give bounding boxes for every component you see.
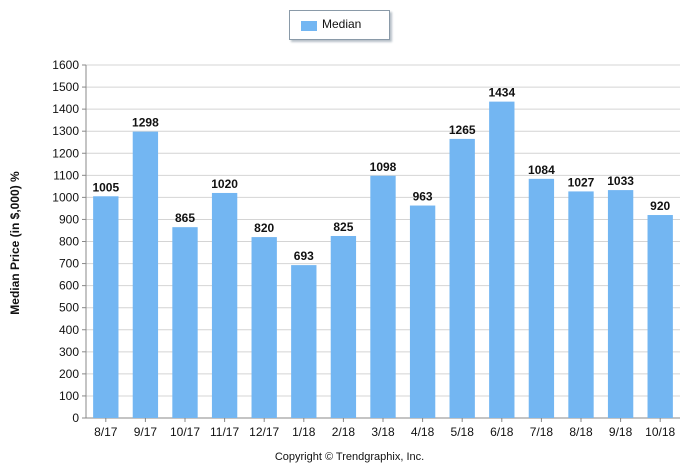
bar-8-17 xyxy=(93,196,119,418)
x-tick-label: 9/17 xyxy=(134,425,158,439)
y-tick-label: 1500 xyxy=(52,80,79,94)
bar-3-18 xyxy=(370,175,396,418)
y-tick-label: 1400 xyxy=(52,102,79,116)
x-tick-label: 2/18 xyxy=(332,425,356,439)
y-tick-label: 300 xyxy=(59,345,79,359)
bar-12-17 xyxy=(251,237,277,418)
data-label: 820 xyxy=(254,221,274,235)
bar-10-18 xyxy=(647,215,673,418)
bar-6-18 xyxy=(489,101,515,418)
y-tick-label: 600 xyxy=(59,279,79,293)
data-label: 963 xyxy=(413,190,433,204)
y-tick-label: 1600 xyxy=(52,58,79,72)
y-tick-label: 1000 xyxy=(52,190,79,204)
y-tick-label: 0 xyxy=(72,411,79,425)
data-label: 1033 xyxy=(607,174,634,188)
y-tick-label: 900 xyxy=(59,212,79,226)
x-tick-label: 8/18 xyxy=(569,425,593,439)
bar-9-17 xyxy=(132,131,159,418)
x-tick-label: 3/18 xyxy=(371,425,395,439)
y-tick-label: 800 xyxy=(59,235,79,249)
x-tick-label: 12/17 xyxy=(249,425,279,439)
data-label: 920 xyxy=(650,199,670,213)
x-tick-label: 5/18 xyxy=(451,425,475,439)
bar-7-18 xyxy=(528,178,555,418)
y-tick-label: 1200 xyxy=(52,146,79,160)
bar-4-18 xyxy=(409,205,436,418)
data-label: 1020 xyxy=(211,177,238,191)
data-label: 1265 xyxy=(449,123,476,137)
bar-2-18 xyxy=(330,235,357,418)
data-label: 1098 xyxy=(370,160,397,174)
legend-swatch-median xyxy=(301,21,317,31)
y-tick-label: 1100 xyxy=(53,168,79,182)
data-label: 1434 xyxy=(488,86,515,100)
data-label: 825 xyxy=(333,220,353,234)
y-tick-label: 100 xyxy=(59,389,79,403)
data-label: 1027 xyxy=(568,175,595,189)
legend: Median xyxy=(289,10,390,40)
copyright-text: Copyright © Trendgraphix, Inc. xyxy=(274,451,425,463)
data-label: 1005 xyxy=(92,180,119,194)
x-tick-label: 11/17 xyxy=(210,425,239,439)
x-tick-label: 1/18 xyxy=(292,425,316,439)
y-tick-label: 500 xyxy=(59,301,79,315)
y-tick-label: 1300 xyxy=(52,124,79,138)
y-tick-label: 700 xyxy=(59,257,79,271)
data-label: 1084 xyxy=(528,163,555,177)
data-label: 1298 xyxy=(132,116,159,130)
bar-8-18 xyxy=(568,191,594,418)
bar-9-18 xyxy=(607,190,634,418)
x-tick-label: 10/18 xyxy=(645,425,675,439)
y-tick-label: 400 xyxy=(59,323,79,337)
bar-5-18 xyxy=(449,138,475,419)
data-label: 865 xyxy=(175,211,195,225)
bar-10-17 xyxy=(172,227,198,418)
data-label: 693 xyxy=(294,249,314,263)
bar-1-18 xyxy=(291,265,317,418)
x-tick-label: 8/17 xyxy=(94,425,118,439)
x-tick-label: 9/18 xyxy=(609,425,633,439)
x-tick-label: 6/18 xyxy=(490,425,514,439)
y-tick-label: 200 xyxy=(59,367,79,381)
x-tick-label: 10/17 xyxy=(170,425,200,439)
legend-label-median: Median xyxy=(322,17,362,31)
x-tick-label: 4/18 xyxy=(411,425,435,439)
x-tick-label: 7/18 xyxy=(530,425,554,439)
bar-11-17 xyxy=(211,192,238,418)
